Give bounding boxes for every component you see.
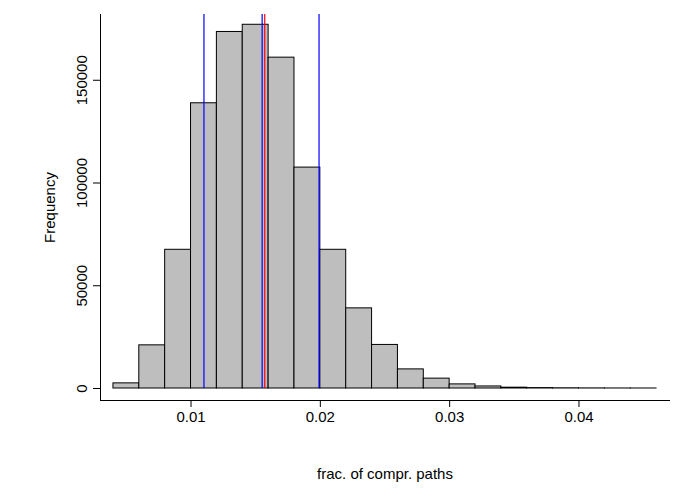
svg-text:0.01: 0.01 (176, 408, 205, 425)
svg-text:0.03: 0.03 (435, 408, 464, 425)
svg-text:0.02: 0.02 (306, 408, 335, 425)
svg-text:0: 0 (73, 384, 90, 392)
svg-text:50000: 50000 (73, 265, 90, 307)
svg-text:Frequency: Frequency (41, 172, 58, 243)
svg-text:100000: 100000 (73, 158, 90, 208)
svg-text:frac. of compr. paths: frac. of compr. paths (317, 465, 453, 482)
svg-text:0.04: 0.04 (564, 408, 593, 425)
svg-text:150000: 150000 (73, 55, 90, 105)
